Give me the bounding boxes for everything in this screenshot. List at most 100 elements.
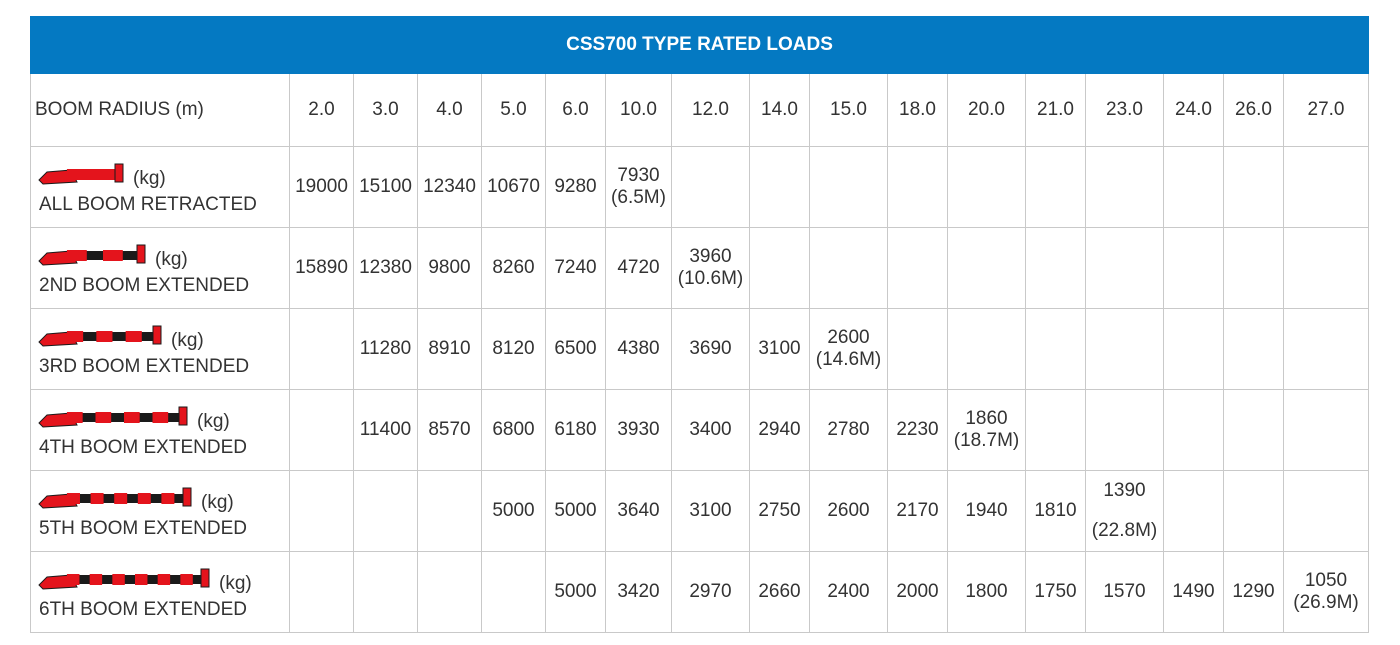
load-value: 5000 bbox=[492, 500, 535, 521]
load-value: 8570 bbox=[428, 419, 471, 440]
load-cell: 2000 bbox=[887, 551, 948, 633]
load-value: 1050 bbox=[1304, 570, 1348, 591]
load-cell bbox=[1223, 227, 1284, 309]
radius-header-cell: 6.0 bbox=[545, 73, 606, 147]
load-cell: 1050 (26.9M) bbox=[1282, 551, 1370, 633]
load-cell bbox=[1085, 308, 1164, 390]
load-value: 3100 bbox=[689, 500, 732, 521]
load-cell: 2970 bbox=[671, 551, 750, 633]
load-cell: 3640 bbox=[605, 470, 672, 552]
load-cell: 8910 bbox=[417, 308, 482, 390]
crane-boom-4-sections-icon bbox=[38, 406, 188, 428]
boom-config-cell: (kg) 5TH BOOM EXTENDED bbox=[30, 470, 290, 552]
load-cell: 2230 bbox=[887, 389, 948, 471]
load-value: 1940 bbox=[965, 500, 1008, 521]
load-cell bbox=[1223, 308, 1284, 390]
crane-boom-5-sections-icon bbox=[38, 487, 192, 509]
load-value: 10670 bbox=[487, 176, 540, 197]
radius-header-cell: 23.0 bbox=[1085, 73, 1164, 147]
load-value: 5000 bbox=[554, 500, 597, 521]
load-cell: 6180 bbox=[545, 389, 606, 471]
load-value: 1750 bbox=[1034, 581, 1077, 602]
load-cell: 1750 bbox=[1025, 551, 1086, 633]
load-value: 2400 bbox=[827, 581, 870, 602]
load-cell: 11280 bbox=[353, 308, 418, 390]
load-value: 3100 bbox=[758, 338, 801, 359]
table-row: (kg) ALL BOOM RETRACTED 19000 15100 12340 106… bbox=[30, 146, 1370, 228]
load-cell: 12380 bbox=[353, 227, 418, 309]
load-cell: 11400 bbox=[353, 389, 418, 471]
max-radius-note: (22.8M) bbox=[1091, 520, 1158, 541]
load-value: 9280 bbox=[554, 176, 597, 197]
boom-config-cell: (kg) 4TH BOOM EXTENDED bbox=[30, 389, 290, 471]
load-cell bbox=[809, 227, 888, 309]
load-value: 15890 bbox=[295, 257, 348, 278]
radius-header-cell: 4.0 bbox=[417, 73, 482, 147]
radius-header-cell: 26.0 bbox=[1223, 73, 1284, 147]
load-cell bbox=[1223, 389, 1284, 471]
load-cell: 1490 bbox=[1163, 551, 1224, 633]
load-cell: 8260 bbox=[481, 227, 546, 309]
load-cell bbox=[887, 146, 948, 228]
load-value: 2780 bbox=[827, 419, 870, 440]
load-cell bbox=[289, 551, 354, 633]
max-radius-note: (6.5M) bbox=[611, 187, 666, 208]
load-cell bbox=[1163, 389, 1224, 471]
load-value: 1570 bbox=[1103, 581, 1146, 602]
table-row: (kg) 5TH BOOM EXTENDED 5000 5000 3640 3100 275… bbox=[30, 470, 1370, 552]
load-cell: 2940 bbox=[749, 389, 810, 471]
load-cell bbox=[1085, 146, 1164, 228]
load-value: 1810 bbox=[1034, 500, 1077, 521]
load-value: 11400 bbox=[359, 419, 412, 440]
load-cell bbox=[1025, 389, 1086, 471]
load-value: 19000 bbox=[295, 176, 348, 197]
load-cell bbox=[1223, 146, 1284, 228]
load-cell: 9280 bbox=[545, 146, 606, 228]
load-cell: 3930 bbox=[605, 389, 672, 471]
boom-config-cell: (kg) 2ND BOOM EXTENDED bbox=[30, 227, 290, 309]
load-value: 2170 bbox=[896, 500, 939, 521]
load-cell bbox=[1163, 308, 1224, 390]
load-value: 12380 bbox=[359, 257, 412, 278]
load-value: 3420 bbox=[617, 581, 660, 602]
radius-header-cell: 3.0 bbox=[353, 73, 418, 147]
load-cell bbox=[481, 551, 546, 633]
rated-loads-panel: CSS700 TYPE RATED LOADS BOOM RADIUS (m) … bbox=[29, 16, 1370, 633]
load-cell: 2170 bbox=[887, 470, 948, 552]
radius-header-row: BOOM RADIUS (m) 2.0 3.0 4.0 5.0 6.0 10.0… bbox=[30, 73, 1370, 147]
max-radius-note: (14.6M) bbox=[815, 349, 882, 370]
load-cell: 3100 bbox=[671, 470, 750, 552]
load-value: 6180 bbox=[554, 419, 597, 440]
boom-config-label: 3RD BOOM EXTENDED bbox=[39, 356, 250, 377]
unit-label: (kg) bbox=[133, 168, 166, 189]
load-cell bbox=[1025, 308, 1086, 390]
load-value: 2660 bbox=[758, 581, 801, 602]
load-value: 1390 bbox=[1103, 480, 1146, 501]
radius-header-cell: 24.0 bbox=[1163, 73, 1224, 147]
load-cell bbox=[1282, 389, 1370, 471]
radius-header-cell: 20.0 bbox=[947, 73, 1026, 147]
boom-config-label: 6TH BOOM EXTENDED bbox=[39, 599, 247, 620]
load-value: 1860 bbox=[965, 408, 1008, 429]
radius-header-cell: 10.0 bbox=[605, 73, 672, 147]
load-value: 3960 bbox=[689, 246, 732, 267]
table-row: (kg) 2ND BOOM EXTENDED 15890 12380 9800 8260 7… bbox=[30, 227, 1370, 309]
boom-radius-label: BOOM RADIUS (m) bbox=[30, 73, 290, 147]
load-cell bbox=[887, 308, 948, 390]
load-cell: 1390 (22.8M) bbox=[1085, 470, 1164, 552]
load-value: 3400 bbox=[689, 419, 732, 440]
load-cell: 15100 bbox=[353, 146, 418, 228]
rated-loads-table: CSS700 TYPE RATED LOADS BOOM RADIUS (m) … bbox=[29, 16, 1370, 633]
load-value: 4720 bbox=[617, 257, 660, 278]
load-value: 2000 bbox=[896, 581, 939, 602]
load-cell bbox=[1282, 146, 1370, 228]
load-cell bbox=[749, 146, 810, 228]
load-value: 8910 bbox=[428, 338, 471, 359]
load-cell: 4720 bbox=[605, 227, 672, 309]
load-cell bbox=[671, 146, 750, 228]
load-cell: 3690 bbox=[671, 308, 750, 390]
load-value: 2750 bbox=[758, 500, 801, 521]
radius-header-cell: 12.0 bbox=[671, 73, 750, 147]
load-cell bbox=[809, 146, 888, 228]
load-value: 6800 bbox=[492, 419, 535, 440]
